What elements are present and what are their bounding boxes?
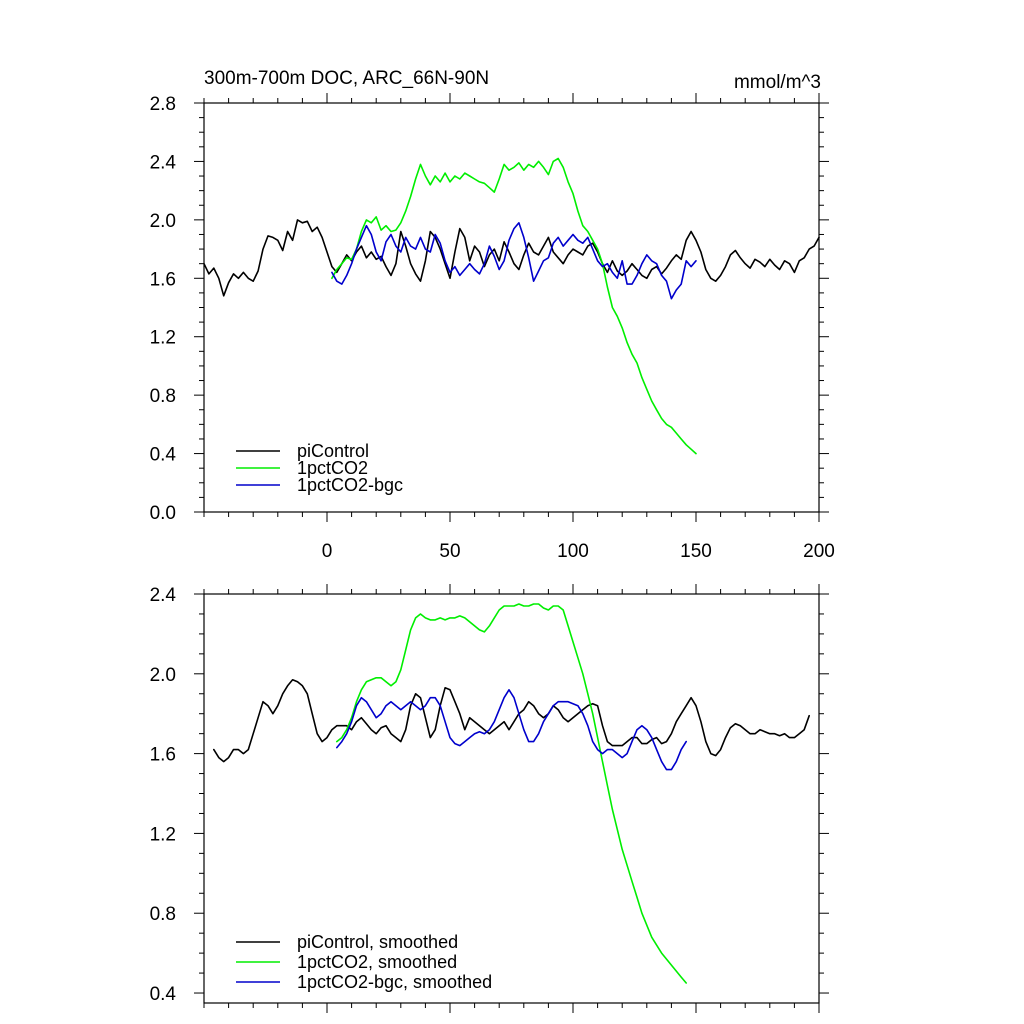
legend-label: 1pctCO2-bgc, smoothed [297, 972, 492, 992]
series-line-1pctco2-bgc [331, 222, 697, 300]
chart-title: 300m-700m DOC, ARC_66N-90N [204, 68, 489, 89]
y-tick-label: 1.6 [150, 269, 176, 290]
x-tick-label: 0 [322, 541, 333, 562]
series-line-1pctco2 [331, 157, 697, 455]
series-line-picontrol-smoothed [213, 679, 810, 763]
y-tick-label: 0.4 [150, 445, 177, 466]
series-line-1pctco2-bgc-smoothed [336, 689, 687, 771]
legend-label: piControl [297, 441, 369, 461]
y-tick-label: 2.0 [150, 665, 176, 686]
y-tick-label: 0.0 [150, 503, 176, 524]
x-tick-label: 150 [680, 541, 712, 562]
legend-label: piControl, smoothed [297, 932, 458, 952]
legend-label: 1pctCO2-bgc [297, 475, 403, 495]
chart-panel-1: 0.0 0.4 0.8 1.2 1.6 2.0 2.4 2.8 0 50 100 150 200 300m… [150, 68, 835, 562]
y-tick-label: 2.8 [150, 94, 176, 115]
y-tick-label: 2.4 [150, 152, 177, 173]
y-tick-label: 2.4 [150, 585, 177, 606]
legend-label: 1pctCO2, smoothed [297, 952, 457, 972]
x-tick-label: 100 [557, 541, 589, 562]
y-tick-label: 2.0 [150, 211, 176, 232]
y-tick-label: 0.4 [150, 984, 177, 1005]
y-tick-label: 0.8 [150, 386, 176, 407]
plot-frame [203, 593, 820, 1004]
x-tick-label: 200 [803, 541, 835, 562]
legend-label: 1pctCO2 [297, 458, 368, 478]
series-line-1pctco2-smoothed [336, 603, 687, 984]
y-tick-label: 1.2 [150, 824, 176, 845]
series-line-picontrol [203, 219, 820, 297]
units-label: mmol/m^3 [734, 72, 821, 93]
y-tick-label: 1.2 [150, 328, 176, 349]
y-tick-label: 1.6 [150, 745, 176, 766]
x-tick-label: 50 [439, 541, 460, 562]
y-tick-label: 0.8 [150, 904, 176, 925]
